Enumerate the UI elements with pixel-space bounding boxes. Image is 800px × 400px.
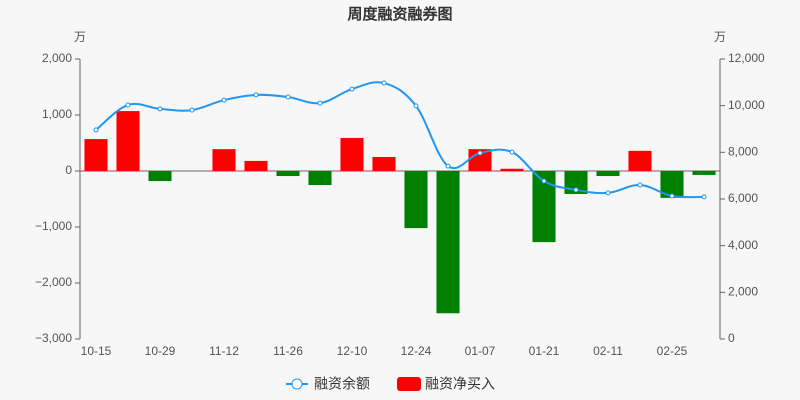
line-point — [541, 178, 547, 184]
bar — [692, 171, 716, 175]
line-point — [445, 163, 451, 169]
line-point — [253, 92, 259, 98]
bar — [340, 137, 364, 171]
bar — [212, 149, 236, 171]
legend-label: 融资余额 — [314, 376, 370, 392]
y2-tick-label: 2,000 — [728, 285, 758, 299]
legend-symbol — [397, 377, 421, 391]
y-tick-label: 0 — [65, 163, 72, 177]
bar — [84, 139, 108, 171]
bar — [628, 150, 652, 171]
line-point — [189, 107, 195, 113]
line-point — [573, 187, 579, 193]
line-point — [381, 80, 387, 86]
y2-tick-label: 6,000 — [728, 191, 758, 205]
line-point — [349, 86, 355, 92]
x-tick-label: 11-26 — [273, 344, 303, 358]
line-point — [605, 190, 611, 196]
bar — [276, 171, 300, 177]
bar — [308, 171, 332, 185]
bar — [372, 157, 396, 171]
x-tick-label: 01-07 — [465, 344, 496, 358]
line-point — [157, 106, 163, 112]
y-tick-label: −3,000 — [35, 331, 72, 345]
bar — [436, 171, 460, 314]
line — [95, 81, 705, 199]
x-tick-label: 02-11 — [593, 344, 623, 358]
line-point — [221, 97, 227, 103]
y-tick-label: 2,000 — [42, 51, 72, 65]
y-unit: 万 — [74, 30, 86, 44]
bar — [244, 160, 268, 171]
bar — [596, 171, 620, 177]
bar — [500, 168, 524, 171]
line-point — [285, 94, 291, 100]
y2-tick-label: 12,000 — [728, 51, 765, 65]
line-point — [317, 100, 323, 106]
x-tick-label: 01-21 — [529, 344, 560, 358]
x-tick-label: 12-10 — [337, 344, 368, 358]
line-point — [637, 182, 643, 188]
legend-symbol — [291, 378, 303, 390]
y2-tick-label: 8,000 — [728, 145, 758, 159]
bar — [660, 171, 684, 198]
bar — [148, 171, 172, 182]
line-point — [477, 150, 483, 156]
bar — [532, 171, 556, 243]
x-tick-label: 10-29 — [145, 344, 176, 358]
y-tick-label: −1,000 — [35, 219, 72, 233]
x-tick-label: 02-25 — [657, 344, 688, 358]
x-tick-label: 10-15 — [81, 344, 112, 358]
chart-title: 周度融资融券图 — [347, 5, 452, 23]
legend-label: 融资净买入 — [425, 376, 495, 392]
y2-tick-label: 10,000 — [728, 98, 765, 112]
x-tick-label: 12-24 — [401, 344, 432, 358]
y2-tick-label: 0 — [728, 331, 735, 345]
bar — [116, 111, 140, 171]
line-point — [669, 193, 675, 199]
line-point — [125, 102, 131, 108]
x-tick-label: 11-12 — [209, 344, 239, 358]
y-tick-label: 1,000 — [42, 107, 72, 121]
line-point — [701, 194, 707, 200]
line-point — [509, 149, 515, 155]
line-point — [93, 127, 99, 133]
bar — [404, 171, 428, 229]
line-point — [413, 103, 419, 109]
y2-tick-label: 4,000 — [728, 238, 758, 252]
y2-unit: 万 — [714, 30, 726, 44]
y-tick-label: −2,000 — [35, 275, 72, 289]
